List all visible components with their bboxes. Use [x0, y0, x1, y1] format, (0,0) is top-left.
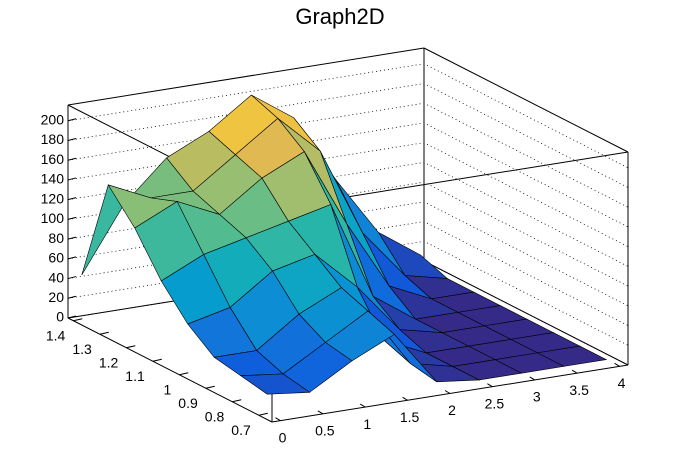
x-tick-label: 1.5: [400, 409, 420, 425]
y-tick-label: 0.7: [231, 422, 251, 438]
y-tick-label: 0.8: [205, 408, 225, 424]
x-tick: [402, 396, 408, 401]
z-tick-label: 200: [41, 111, 65, 127]
x-tick: [359, 403, 366, 408]
x-tick: [487, 383, 493, 388]
z-tick-label: 140: [41, 171, 65, 187]
x-tick-label: 2.5: [485, 395, 505, 411]
z-tick: [67, 157, 77, 161]
z-tick-label: 0: [56, 309, 64, 325]
x-tick-label: 4: [618, 375, 626, 391]
z-tick: [67, 216, 77, 220]
y-tick: [73, 318, 83, 322]
z-tick: [67, 256, 77, 260]
y-tick: [126, 345, 136, 349]
y-tick: [232, 399, 242, 403]
z-tick: [67, 236, 77, 240]
x-tick-label: 2: [448, 402, 456, 418]
surface-cell: [239, 373, 311, 395]
x-tick: [317, 410, 324, 415]
z-tick-label: 40: [48, 269, 64, 285]
y-tick-label: 1.2: [99, 354, 119, 370]
z-tick-label: 100: [41, 210, 65, 226]
x-tick: [529, 376, 536, 381]
y-tick: [152, 358, 162, 362]
z-tick-label: 60: [48, 250, 64, 266]
x-tick-label: 0: [279, 429, 287, 445]
y-tick: [258, 412, 268, 416]
x-tick-label: 3.5: [569, 382, 589, 398]
box-edge: [423, 260, 629, 366]
grid-line: [67, 63, 629, 169]
z-tick: [67, 118, 77, 122]
z-tick-label: 180: [41, 131, 65, 147]
z-tick-label: 80: [48, 230, 64, 246]
x-tick-label: 1: [363, 416, 371, 432]
y-tick: [205, 385, 215, 389]
z-tick: [67, 177, 77, 181]
z-tick-label: 160: [41, 151, 65, 167]
y-tick-label: 1: [163, 381, 171, 397]
x-tick-label: 0.5: [315, 423, 335, 439]
y-tick-label: 1.3: [72, 341, 92, 357]
y-tick-label: 1.4: [46, 327, 66, 343]
x-tick-label: 3: [533, 389, 541, 405]
z-tick: [67, 276, 77, 280]
z-tick: [67, 315, 77, 319]
z-tick-label: 120: [41, 190, 65, 206]
y-tick: [99, 331, 109, 335]
y-tick-label: 1.1: [125, 368, 145, 384]
x-tick: [614, 362, 620, 367]
z-tick: [67, 197, 77, 201]
grid-line: [67, 102, 629, 208]
box-edge: [67, 317, 273, 423]
y-tick: [179, 372, 189, 376]
y-tick-label: 0.9: [178, 395, 198, 411]
x-tick: [275, 417, 281, 422]
box-edge: [67, 47, 425, 106]
z-tick-label: 20: [48, 289, 64, 305]
z-tick: [67, 295, 77, 299]
chart-title: Graph2D: [295, 4, 384, 29]
x-tick: [444, 390, 451, 394]
grid-line: [67, 83, 629, 188]
z-tick: [67, 138, 77, 141]
x-tick: [571, 369, 578, 374]
box-edge: [423, 47, 629, 153]
